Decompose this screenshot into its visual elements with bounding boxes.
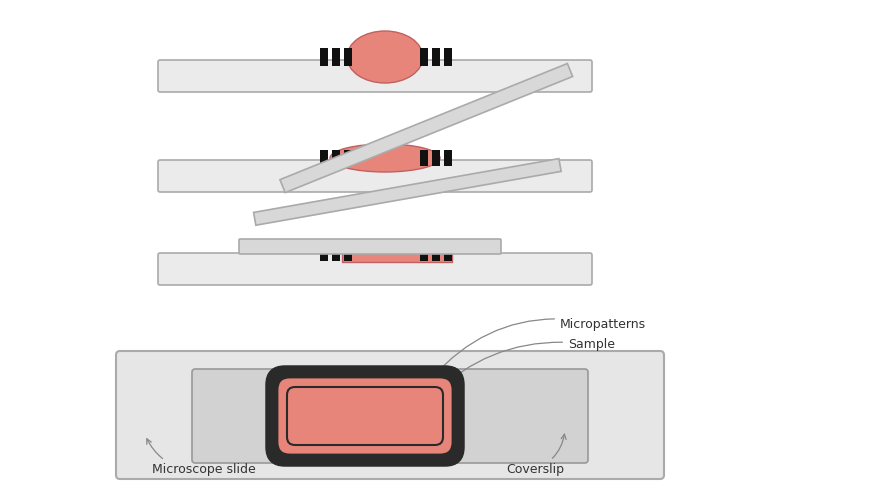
Bar: [320, 247, 328, 261]
Bar: [444, 150, 452, 166]
Polygon shape: [280, 63, 573, 193]
Bar: [420, 247, 428, 261]
Bar: [420, 150, 428, 166]
FancyBboxPatch shape: [116, 351, 664, 479]
FancyBboxPatch shape: [158, 60, 592, 92]
FancyBboxPatch shape: [239, 239, 501, 254]
FancyBboxPatch shape: [192, 369, 588, 463]
Text: Sample: Sample: [433, 338, 615, 395]
Bar: [320, 150, 328, 166]
Bar: [332, 48, 340, 66]
Bar: [344, 247, 352, 261]
Text: Micropatterns: Micropatterns: [433, 318, 646, 377]
FancyBboxPatch shape: [277, 377, 453, 455]
Ellipse shape: [347, 31, 423, 83]
Bar: [432, 48, 440, 66]
FancyBboxPatch shape: [158, 253, 592, 285]
Bar: [432, 150, 440, 166]
FancyBboxPatch shape: [267, 367, 463, 465]
Bar: [342, 248, 452, 262]
FancyBboxPatch shape: [158, 160, 592, 192]
Bar: [332, 247, 340, 261]
Bar: [444, 247, 452, 261]
Bar: [344, 48, 352, 66]
Bar: [420, 48, 428, 66]
Bar: [332, 150, 340, 166]
Ellipse shape: [330, 144, 440, 172]
Text: Coverslip: Coverslip: [506, 434, 566, 476]
Bar: [344, 150, 352, 166]
FancyBboxPatch shape: [287, 387, 443, 445]
Polygon shape: [254, 158, 561, 225]
Text: Microscope slide: Microscope slide: [147, 439, 255, 476]
Bar: [432, 247, 440, 261]
Bar: [444, 48, 452, 66]
FancyBboxPatch shape: [295, 395, 435, 437]
Bar: [320, 48, 328, 66]
